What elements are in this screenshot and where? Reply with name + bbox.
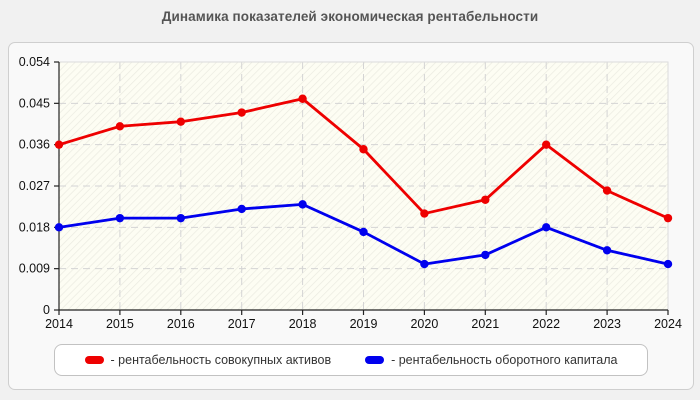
legend-label-total-assets: - рентабельность совокупных активов (110, 353, 332, 367)
axis-labels: 0 0.009 0.018 0.027 0.036 0.045 0.054 2014 2015 2… (19, 55, 682, 331)
chart-panel: 0 0.009 0.018 0.027 0.036 0.045 0.054 2014 2015 2… (8, 42, 694, 390)
data-point (115, 213, 125, 223)
data-point (602, 186, 612, 195)
legend-box: - рентабельность совокупных активов - ре… (53, 344, 649, 376)
data-point (298, 94, 307, 103)
data-point (359, 227, 368, 237)
data-point (298, 200, 307, 209)
data-point (542, 140, 551, 149)
gridlines (59, 61, 669, 310)
data-point (481, 195, 490, 204)
y-tick-label: 0.009 (19, 262, 50, 276)
x-tick-label: 2021 (471, 317, 499, 331)
series-0 (54, 94, 673, 223)
x-tick-label: 2024 (654, 317, 682, 331)
profitability-line-chart: 0 0.009 0.018 0.027 0.036 0.045 0.054 2014 2015 2… (19, 55, 682, 331)
page-title: Динамика показателей экономическая рента… (161, 9, 539, 24)
data-point (663, 259, 673, 269)
data-point (115, 122, 125, 131)
data-point (481, 250, 490, 260)
legend-item-working-capital[interactable]: - рентабельность оборотного капитала (365, 353, 617, 367)
x-tick-label: 2017 (228, 317, 256, 331)
x-tick-label: 2019 (350, 317, 378, 331)
x-tick-label: 2014 (45, 317, 73, 331)
data-point (237, 204, 246, 214)
y-tick-label: 0.045 (19, 96, 50, 110)
data-point (237, 108, 246, 117)
x-tick-label: 2022 (532, 317, 560, 331)
legend-item-total-assets[interactable]: - рентабельность совокупных активов (84, 353, 332, 367)
data-point (54, 140, 64, 149)
data-point (602, 246, 612, 255)
data-point (420, 259, 429, 269)
x-tick-label: 2023 (593, 317, 621, 331)
data-point (359, 145, 368, 154)
y-tick-label: 0.018 (19, 220, 50, 234)
x-tick-label: 2016 (167, 317, 195, 331)
data-point (542, 223, 551, 232)
legend-label-working-capital: - рентабельность оборотного капитала (391, 353, 618, 367)
y-tick-label: 0.036 (19, 138, 50, 152)
y-tick-label: 0.054 (19, 55, 50, 69)
series-1 (54, 200, 673, 269)
legend: - рентабельность совокупных активов - ре… (9, 344, 693, 376)
blue-series-swatch-icon (365, 356, 385, 364)
y-tick-label: 0 (43, 303, 50, 317)
data-point (176, 213, 185, 223)
data-point (54, 223, 64, 232)
red-series-swatch-icon (84, 356, 104, 364)
x-tick-label: 2020 (410, 317, 438, 331)
data-point (420, 209, 429, 218)
data-point (176, 117, 185, 126)
x-tick-label: 2018 (289, 317, 317, 331)
y-tick-label: 0.027 (19, 179, 50, 193)
x-tick-label: 2015 (106, 317, 134, 331)
data-point (663, 213, 673, 223)
